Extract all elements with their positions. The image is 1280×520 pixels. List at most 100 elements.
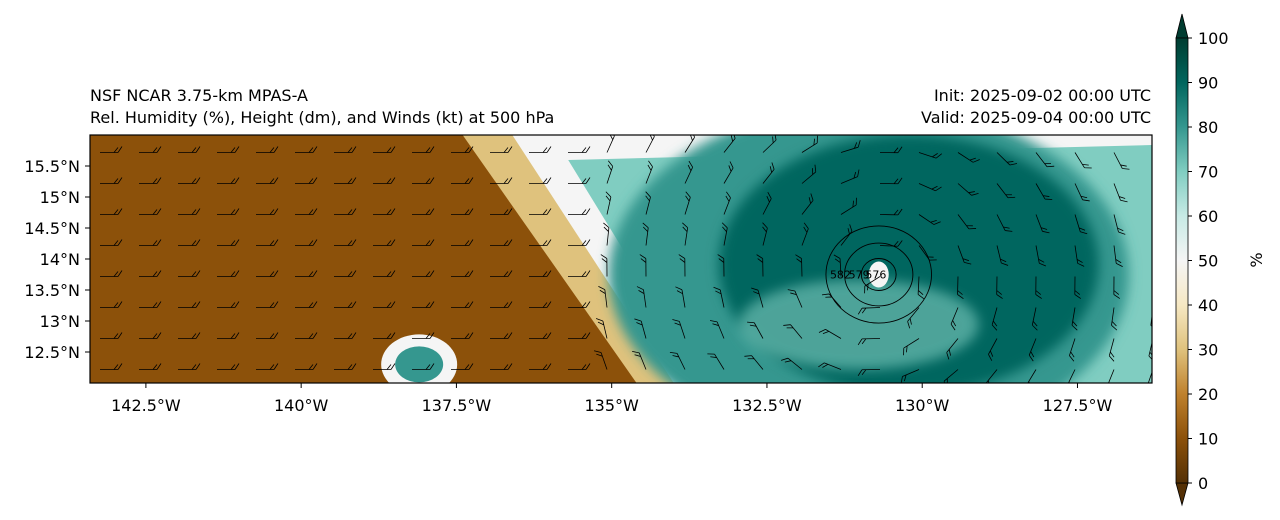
wind-barb xyxy=(879,240,903,247)
wind-barb xyxy=(1031,307,1038,331)
wind-barb xyxy=(256,332,279,339)
wind-barb xyxy=(595,318,608,339)
wind-barb xyxy=(334,208,357,215)
wind-barb xyxy=(412,208,435,215)
wind-barb xyxy=(600,254,608,277)
wind-barb xyxy=(762,192,772,215)
wind-barb xyxy=(879,177,903,185)
wind-barb xyxy=(818,328,842,339)
wind-barb xyxy=(373,239,396,246)
lon-tick-label: 140°W xyxy=(274,396,329,415)
wind-barb xyxy=(747,321,764,339)
contour-label: 579 xyxy=(849,269,870,282)
wind-barb xyxy=(642,222,649,246)
wind-barb xyxy=(373,177,396,184)
wind-barb xyxy=(918,183,942,192)
wind-barb xyxy=(139,177,162,184)
wind-barb xyxy=(412,301,435,308)
colorbar-gradient xyxy=(1175,37,1189,484)
wind-barb xyxy=(1074,276,1082,299)
wind-barb xyxy=(1074,214,1088,235)
wind-barb xyxy=(295,239,318,246)
wind-barb xyxy=(373,363,396,370)
wind-barb xyxy=(717,254,725,277)
wind-barb xyxy=(801,164,817,184)
wind-barb xyxy=(256,146,279,153)
wind-barb xyxy=(178,270,201,277)
wind-barb xyxy=(721,222,728,246)
wind-barb xyxy=(139,332,162,339)
wind-barb xyxy=(1146,369,1152,383)
wind-barb xyxy=(783,324,803,339)
wind-barb xyxy=(217,270,240,277)
wind-barb xyxy=(821,293,842,308)
wind-barb xyxy=(672,319,686,339)
wind-barb xyxy=(857,338,881,346)
wind-barb xyxy=(490,301,513,308)
colorbar-tick-label: 30 xyxy=(1198,341,1218,360)
wind-barb xyxy=(490,363,513,370)
wind-barb xyxy=(996,276,1003,299)
wind-barb xyxy=(139,146,162,153)
wind-barb xyxy=(918,245,937,261)
wind-barb xyxy=(684,160,694,184)
wind-barb xyxy=(756,254,764,277)
wind-barb xyxy=(490,146,513,153)
wind-barb xyxy=(295,301,318,308)
wind-barb xyxy=(840,140,861,153)
wind-barb xyxy=(217,332,240,339)
wind-barb xyxy=(840,169,860,184)
wind-barb xyxy=(100,332,123,339)
wind-barb xyxy=(412,146,435,153)
wind-barb xyxy=(529,177,552,184)
wind-barb xyxy=(412,363,435,370)
wind-barb xyxy=(818,362,842,370)
wind-barb xyxy=(178,208,201,215)
wind-barb xyxy=(1035,183,1053,200)
wind-barb xyxy=(100,239,123,246)
wind-barb xyxy=(1028,338,1037,362)
colorbar-tick-label: 90 xyxy=(1198,74,1218,93)
wind-barb xyxy=(295,177,318,184)
wind-barb xyxy=(217,146,240,153)
wind-barb xyxy=(529,332,552,339)
wind-barb xyxy=(1153,213,1164,236)
wind-barb xyxy=(1074,183,1090,202)
spiral-band xyxy=(738,279,979,370)
wind-barb xyxy=(178,177,201,184)
wind-barb xyxy=(100,177,123,184)
wind-barb xyxy=(634,318,647,339)
wind-barb xyxy=(996,245,1009,266)
lat-tick-label: 12.5°N xyxy=(24,343,80,362)
wind-barb xyxy=(412,239,435,246)
lat-axis: 15.5°N 15°N 14.5°N 14°N 13.5°N 13°N 12.5°N xyxy=(24,157,90,362)
valid-time: Valid: 2025-09-04 00:00 UTC xyxy=(920,108,1151,127)
wind-barb xyxy=(603,222,610,246)
wind-barb xyxy=(632,351,647,370)
wind-barb xyxy=(903,338,920,356)
wind-barb xyxy=(256,301,279,308)
wind-barb xyxy=(529,239,552,246)
colorbar: 0 10 20 30 40 50 60 70 80 90 100% xyxy=(1175,13,1266,507)
title-left: NSF NCAR 3.75-km MPAS-A Rel. Humidity (%… xyxy=(90,85,554,129)
wind-barb xyxy=(256,270,279,277)
wind-barb xyxy=(568,301,591,308)
wind-barb xyxy=(451,270,474,277)
height-contour xyxy=(844,242,914,307)
humidity-field xyxy=(90,135,1152,383)
wind-barb xyxy=(490,239,513,246)
wind-barb xyxy=(568,146,591,153)
wind-barb xyxy=(801,193,814,215)
wind-barb xyxy=(675,286,686,308)
wind-barb xyxy=(568,332,591,339)
wind-barb xyxy=(295,208,318,215)
wind-barb xyxy=(1066,369,1076,383)
wind-barb xyxy=(178,239,201,246)
wind-barb xyxy=(1071,307,1078,331)
wind-barb xyxy=(334,332,357,339)
wind-barb xyxy=(879,208,903,216)
wind-barb xyxy=(988,338,998,361)
wind-barb xyxy=(1153,245,1161,268)
wind-barb xyxy=(100,146,123,153)
wind-barb xyxy=(451,301,474,308)
